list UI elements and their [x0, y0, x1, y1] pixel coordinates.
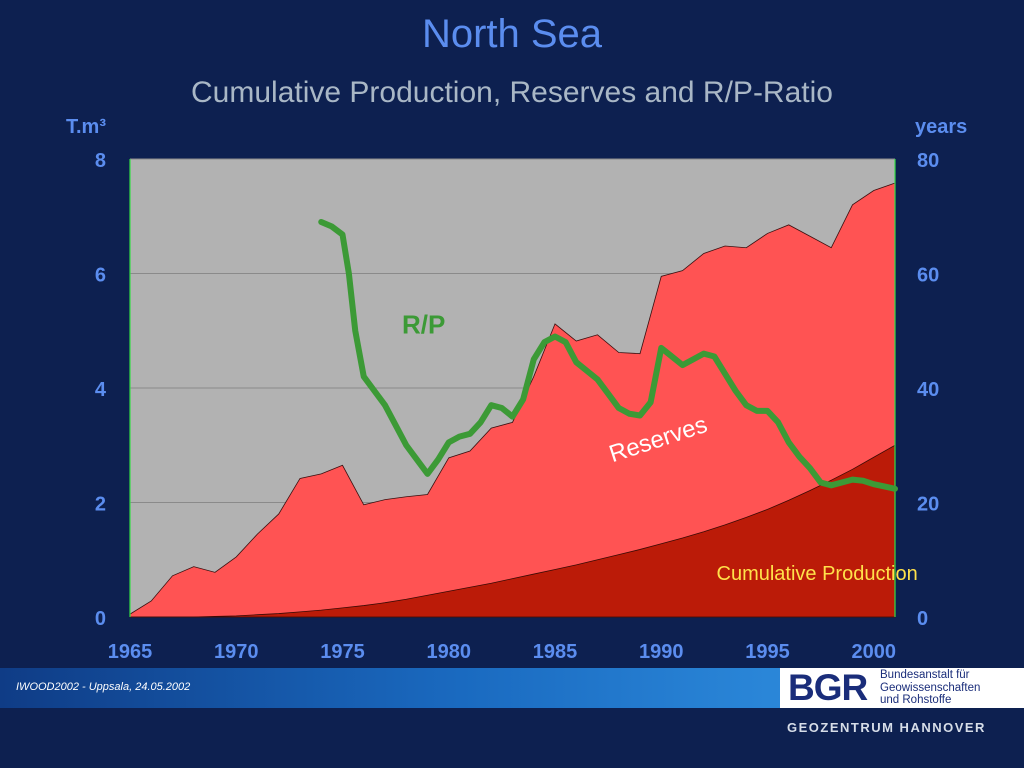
logo-box — [780, 668, 1024, 708]
x-tick-label: 1975 — [320, 641, 365, 663]
slide-title: North Sea — [421, 12, 603, 56]
x-tick-label: 1980 — [427, 641, 472, 663]
left-tick-label: 4 — [95, 379, 107, 401]
right-axis-unit: years — [915, 116, 968, 138]
left-tick-label: 0 — [95, 608, 106, 630]
x-tick-label: 1995 — [745, 641, 790, 663]
left-tick-label: 2 — [95, 494, 106, 516]
x-tick-label: 1970 — [214, 641, 259, 663]
left-tick-label: 8 — [95, 150, 106, 172]
cumulative-production-label: Cumulative Production — [717, 563, 918, 585]
x-tick-label: 1985 — [533, 641, 578, 663]
rp-line — [318, 218, 898, 492]
right-tick-label: 60 — [917, 265, 939, 287]
x-tick-label: 1990 — [639, 641, 684, 663]
right-tick-label: 80 — [917, 150, 939, 172]
left-tick-label: 6 — [95, 265, 106, 287]
slide-subtitle: Cumulative Production, Reserves and R/P-… — [191, 76, 833, 109]
right-tick-label: 0 — [917, 608, 928, 630]
logo-line-1: Bundesanstalt für — [880, 669, 970, 681]
geozentrum-brand: GEOZENTRUM HANNOVER — [787, 720, 986, 735]
logo-institution-text: Bundesanstalt für Geowissenschaften und … — [880, 669, 980, 707]
right-tick-label: 20 — [917, 494, 939, 516]
x-tick-label: 1965 — [108, 641, 153, 663]
logo-line-2: Geowissenschaften — [880, 681, 981, 694]
rp-label: R/P — [402, 310, 445, 340]
bgr-logo: BGR — [788, 667, 868, 708]
logo-line-3: und Rohstoffe — [880, 694, 952, 706]
left-axis-unit: T.m³ — [66, 116, 106, 138]
x-tick-label: 2000 — [852, 641, 897, 663]
right-tick-label: 40 — [917, 379, 939, 401]
footer-text: IWOOD2002 - Uppsala, 24.05.2002 — [16, 681, 191, 693]
cumulative-production-area — [130, 444, 896, 618]
